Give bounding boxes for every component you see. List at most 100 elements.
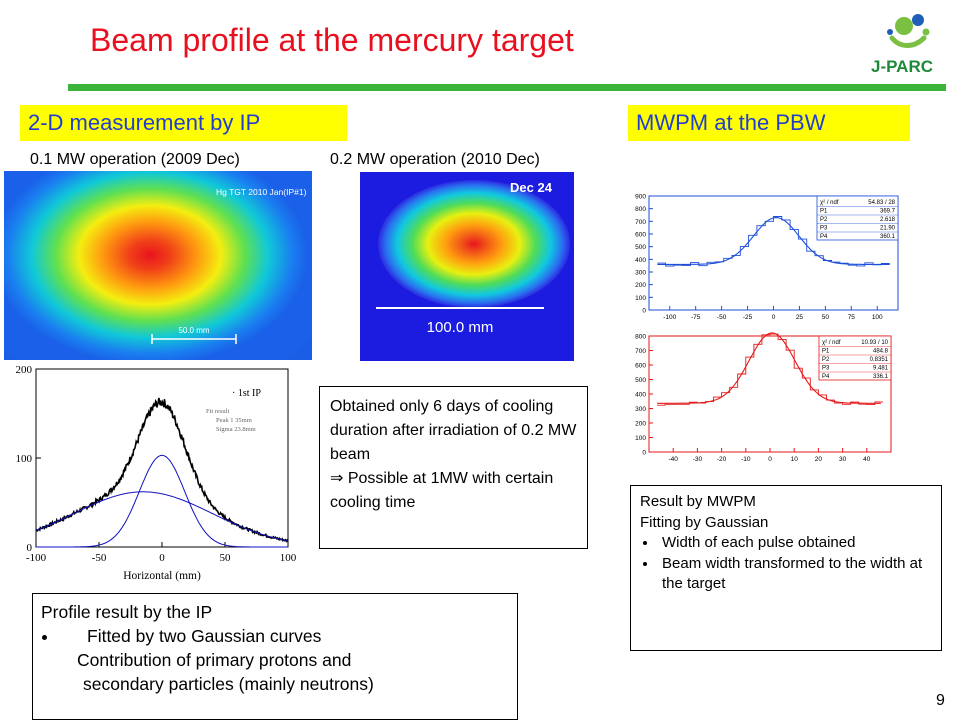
mwpm-ytick-label: 200 — [635, 282, 646, 289]
mwpm-xtick-label: 30 — [839, 456, 847, 463]
mwpm-histogram-2 — [657, 333, 883, 406]
mwpm-xtick-label: -100 — [663, 314, 676, 320]
mwpm-stat-value: 9.481 — [873, 366, 889, 372]
mwpm-stat-label: P1 — [822, 349, 830, 355]
mwpm-xtick-label: -10 — [741, 456, 751, 463]
mwpm-stat-label: P4 — [820, 234, 828, 240]
mwpm-xtick-label: 40 — [863, 456, 871, 463]
mwpm-xtick-label: -25 — [743, 314, 753, 320]
caption-02mw: 0.2 MW operation (2010 Dec) — [330, 151, 540, 168]
ip-legend: · 1st IP — [232, 388, 261, 399]
mwpm-wh-chart: 0 100 200 300 400 500 600 700 800 900 -100 -75 -50 -2… — [625, 190, 910, 331]
ip-fit-gaussian-2 — [35, 491, 289, 542]
ip-ytick-label: 100 — [16, 453, 33, 465]
cooling-note-line1: Obtained only 6 days of cooling duration… — [330, 398, 577, 463]
mwpm-xtick-label: 0 — [772, 314, 776, 320]
mwpm-stat-label: χ² / ndf — [822, 340, 841, 346]
logo-emblem — [887, 14, 930, 48]
ip-annotation-2: Peak 1 35mm — [216, 417, 252, 424]
scale-label-left: 50.0 mm — [178, 326, 209, 335]
mwpm-ytick-label: 0 — [642, 450, 646, 457]
mwpm-xtick-label: -30 — [693, 456, 703, 463]
mwpm-stat-label: P4 — [822, 374, 830, 380]
mwpm-xtick-label: 0 — [768, 456, 772, 463]
ip-xtick-label: 50 — [220, 552, 232, 564]
cooling-note-line2: ⇒ Possible at 1MW with certain cooling t… — [330, 470, 554, 511]
mwpm-stat-value: 0.8351 — [870, 357, 889, 363]
mwpm-stat-value: 10.93 / 10 — [861, 340, 888, 346]
mwpm-fit-1 — [657, 217, 890, 265]
mwpm-stat-label: P3 — [822, 366, 830, 372]
mwpm-xtick-label: -20 — [717, 456, 727, 463]
mwpm-ytick-label: 100 — [635, 435, 646, 442]
mwpm-ytick-label: 800 — [635, 334, 646, 341]
ip-ytick-label: 0 — [27, 542, 33, 554]
mwpm-xtick-label: 10 — [791, 456, 799, 463]
mwpm-xtick-label: -50 — [717, 314, 727, 320]
mwpm-stat-value: 360.1 — [880, 234, 896, 240]
caption-01mw: 0.1 MW operation (2009 Dec) — [30, 151, 240, 168]
mwpm-stat-label: P1 — [820, 209, 828, 215]
ip-xtick-label: 100 — [280, 552, 297, 564]
mwpm-ytick-label: 0 — [642, 308, 646, 315]
mwpm-xtick-label: 100 — [872, 314, 883, 320]
mwpm-histogram-1 — [657, 216, 890, 267]
ip-result-line4: secondary particles (mainly neutrons) — [83, 674, 374, 694]
overlay-label-right: Dec 24 — [510, 180, 553, 195]
mwpm-stat-label: P3 — [820, 226, 828, 232]
mwpm-stat-value: 369.7 — [880, 209, 896, 215]
ip-result-box: Profile result by the IP Fitted by two G… — [32, 593, 518, 720]
mwpm-ytick-label: 400 — [635, 257, 646, 264]
mwpm-stat-label: P2 — [820, 217, 828, 223]
mwpm-xtick-label: 20 — [815, 456, 823, 463]
ip-xtick-label: -50 — [92, 552, 107, 564]
mwpm-wv-chart: 0 100 200 300 400 500 600 700 800 -40 -30 -20 -10 0 10… — [625, 332, 910, 473]
mwpm-ytick-label: 700 — [635, 219, 646, 226]
scale-label-right: 100.0 mm — [427, 319, 494, 336]
mwpm-stat-label: χ² / ndf — [820, 200, 839, 206]
mwpm-stats-box — [816, 195, 899, 241]
mwpm-xtick-label: -75 — [691, 314, 701, 320]
ip-ytick-label: 200 — [16, 364, 33, 376]
mwpm-ytick-label: 600 — [635, 363, 646, 370]
mwpm-result-box: Result by MWPM Fitting by Gaussian Width… — [630, 485, 942, 651]
ip-annotation-3: Sigma 23.8mm — [216, 426, 256, 433]
mwpm-xtick-label: 50 — [822, 314, 830, 320]
mwpm-bullet-2: Beam width transformed to the width at t… — [658, 554, 932, 595]
mwpm-stats-box — [818, 335, 892, 381]
ip-annotation-1: Fit result — [206, 408, 229, 415]
ip-xtick-label: 0 — [159, 552, 165, 564]
ip-image-02mw: Dec 24 100.0 mm — [360, 172, 574, 361]
ip-profile-chart: -100 -50 0 50 100 0 100 200 · 1st IP Fit result… — [0, 360, 300, 585]
mwpm-ytick-label: 200 — [635, 421, 646, 428]
mwpm-stat-value: 54.83 / 28 — [868, 200, 895, 206]
j-parc-logo: J-PARC — [852, 8, 952, 78]
mwpm-stat-value: 336.1 — [873, 374, 889, 380]
ip-image-01mw: Hg TGT 2010 Jan(IP#1) 50.0 mm — [0, 115, 350, 395]
mwpm-stat-label: P2 — [822, 357, 830, 363]
ip-xlabel: Horizontal (mm) — [123, 570, 201, 582]
slide-title: Beam profile at the mercury target — [90, 22, 574, 58]
page-number: 9 — [936, 692, 945, 709]
mwpm-fitting-line: Fitting by Gaussian — [640, 513, 769, 531]
mwpm-stat-value: 21.90 — [880, 226, 896, 232]
mwpm-ytick-label: 100 — [635, 295, 646, 302]
cooling-note-box: Obtained only 6 days of cooling duration… — [319, 386, 588, 549]
overlay-label-left: Hg TGT 2010 Jan(IP#1) — [216, 187, 307, 197]
mwpm-xtick-label: -40 — [668, 456, 678, 463]
mwpm-ytick-label: 300 — [635, 270, 646, 277]
mwpm-ytick-label: 900 — [635, 194, 646, 201]
ip-xtick-label: -100 — [26, 552, 47, 564]
mwpm-ytick-label: 500 — [635, 377, 646, 384]
section-header-mwpm: MWPM at the PBW — [628, 105, 910, 141]
mwpm-ytick-label: 400 — [635, 392, 646, 399]
mwpm-ytick-label: 300 — [635, 406, 646, 413]
mwpm-fit-2 — [657, 332, 881, 404]
ip-result-bullet: Fitted by two Gaussian curves — [59, 624, 509, 648]
mwpm-xtick-label: 75 — [848, 314, 856, 320]
ip-result-title: Profile result by the IP — [41, 602, 213, 622]
mwpm-ytick-label: 800 — [635, 206, 646, 213]
section-header-ip: 2-D measurement by IP — [20, 105, 347, 141]
mwpm-result-title: Result by MWPM — [640, 493, 756, 510]
ip-fit-gaussian-1 — [36, 454, 288, 548]
